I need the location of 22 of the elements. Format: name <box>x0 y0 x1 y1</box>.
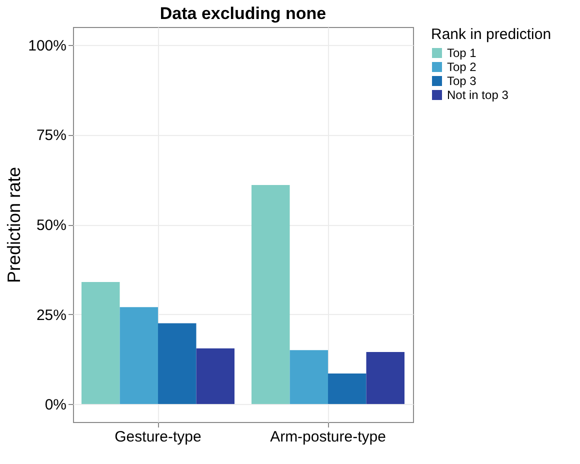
y-tick-label: 50% <box>36 217 66 234</box>
legend-label: Top 2 <box>447 60 477 74</box>
chart-title: Data excluding none <box>160 4 326 23</box>
y-axis-title: Prediction rate <box>4 166 24 284</box>
bar <box>328 374 366 404</box>
y-tick-label: 0% <box>44 396 66 414</box>
y-tick-label: 75% <box>36 127 66 144</box>
bar <box>120 307 158 404</box>
bar <box>290 350 328 404</box>
bar <box>252 185 290 404</box>
x-tick-label: Gesture-type <box>114 428 202 446</box>
legend-title: Rank in prediction <box>431 26 552 43</box>
bar <box>196 348 234 404</box>
bar <box>158 323 196 404</box>
bar <box>82 282 120 404</box>
y-tick-label: 25% <box>36 306 66 324</box>
legend-label: Top 3 <box>447 74 477 88</box>
x-tick-label: Arm-posture-type <box>270 428 386 446</box>
bar <box>366 352 404 404</box>
legend-label: Top 1 <box>447 46 477 60</box>
legend-label: Not in top 3 <box>447 88 509 102</box>
y-tick-label: 100% <box>28 37 66 54</box>
